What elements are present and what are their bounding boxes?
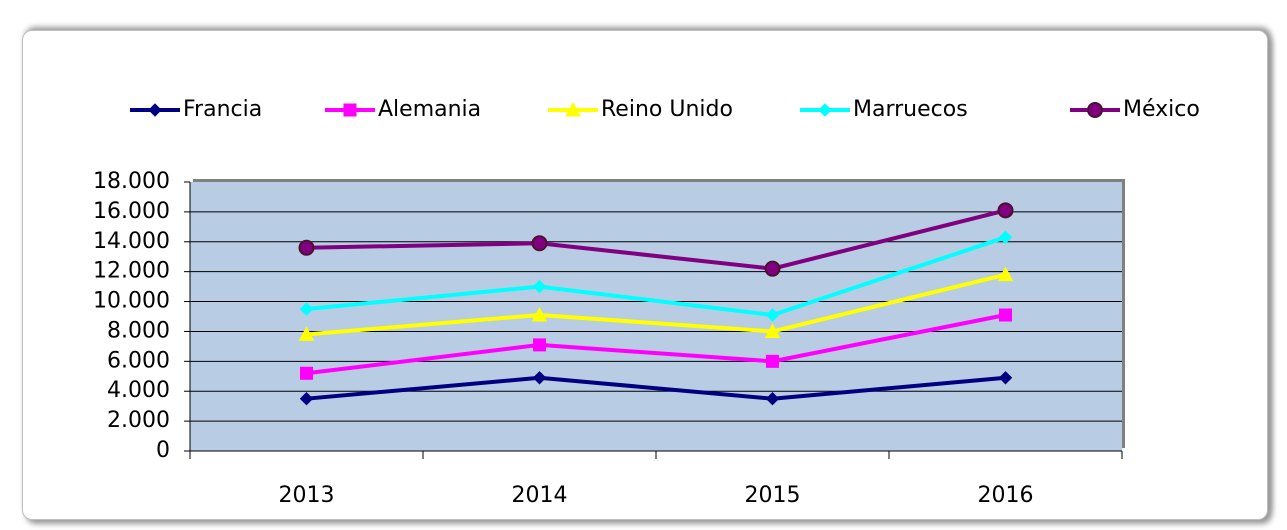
y-tick-label: 4.000	[107, 378, 170, 403]
y-tick-label: 16.000	[93, 199, 170, 224]
legend-marker	[343, 103, 357, 117]
data-marker	[764, 260, 781, 277]
x-tick-label: 2016	[978, 483, 1034, 508]
plot-area	[190, 182, 1122, 451]
data-marker	[998, 230, 1013, 245]
legend-label: Alemania	[378, 97, 481, 122]
data-marker	[299, 302, 314, 316]
y-tick-label: 6.000	[107, 348, 170, 373]
series-line	[306, 375, 1006, 401]
data-marker	[532, 279, 547, 294]
x-tick-label: 2013	[279, 483, 335, 508]
y-tick-label: 8.000	[107, 318, 170, 343]
series-line	[306, 235, 1007, 318]
y-tick-label: 12.000	[93, 259, 170, 284]
legend-label: Reino Unido	[601, 97, 733, 122]
legend-marker	[148, 103, 162, 117]
x-tick-label: 2014	[512, 483, 568, 508]
series-line	[306, 208, 1006, 271]
data-marker	[998, 371, 1013, 385]
data-marker	[300, 366, 313, 380]
y-tick-label: 10.000	[93, 289, 170, 314]
data-marker	[997, 266, 1014, 282]
series-line	[306, 272, 1006, 337]
legend-marker	[818, 103, 832, 117]
y-tick-label: 14.000	[93, 229, 170, 254]
y-tick-label: 18.000	[93, 169, 170, 194]
y-tick-label: 0	[156, 438, 170, 463]
data-marker	[298, 239, 315, 256]
y-tick-label: 2.000	[107, 408, 170, 433]
legend-label: Francia	[183, 97, 262, 122]
legend-label: México	[1123, 97, 1200, 122]
data-marker	[764, 323, 781, 338]
data-marker	[997, 202, 1014, 219]
legend-marker	[1087, 102, 1103, 118]
data-marker	[531, 235, 548, 252]
x-tick-label: 2015	[745, 483, 801, 508]
data-marker	[765, 308, 780, 322]
data-marker	[299, 391, 314, 406]
legend-marker	[565, 101, 581, 117]
data-marker	[765, 391, 780, 406]
data-marker	[532, 371, 547, 385]
legend-label: Marruecos	[853, 97, 968, 122]
data-marker	[533, 338, 546, 352]
series-line	[306, 313, 1006, 376]
data-marker	[766, 354, 779, 368]
data-marker	[999, 308, 1012, 322]
data-marker	[298, 326, 315, 341]
data-marker	[531, 306, 548, 322]
